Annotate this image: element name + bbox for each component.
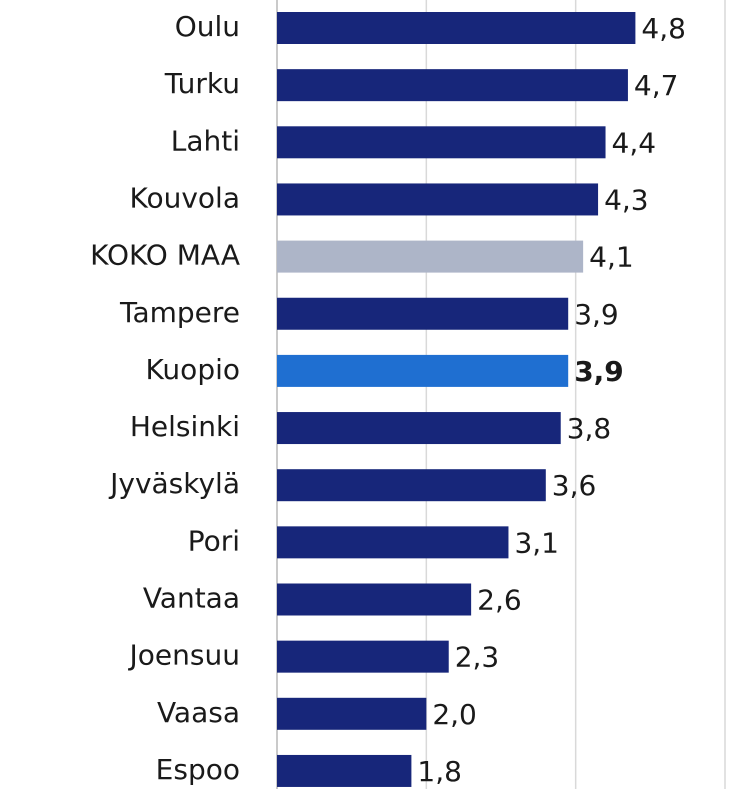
value-label: 4,4: [612, 126, 657, 159]
value-label: 3,1: [514, 526, 559, 559]
bar: [277, 697, 427, 730]
value-label: 2,0: [432, 698, 477, 731]
value-label: 1,8: [417, 755, 462, 788]
category-label: KOKO MAA: [90, 239, 240, 272]
bar: [277, 69, 628, 102]
bar: [277, 754, 412, 787]
bar: [277, 183, 599, 216]
category-label: Helsinki: [130, 410, 240, 443]
bar: [277, 240, 584, 273]
category-label: Turku: [164, 67, 240, 100]
bar: [277, 12, 636, 44]
category-label: Joensuu: [128, 639, 240, 672]
bar: [277, 469, 546, 502]
category-label: Vantaa: [143, 582, 240, 615]
category-label: Jyväskylä: [108, 467, 240, 500]
value-label: 3,9: [574, 355, 624, 388]
value-label: 3,8: [567, 412, 612, 445]
value-label: 2,6: [477, 584, 522, 617]
value-label: 3,6: [552, 469, 597, 502]
bar: [277, 412, 561, 445]
category-label: Tampere: [119, 296, 240, 329]
bar: [277, 126, 606, 159]
category-label: Kuopio: [145, 353, 240, 386]
category-label: Vaasa: [157, 696, 240, 729]
category-label: Pori: [188, 524, 240, 557]
category-label: Espoo: [156, 753, 240, 786]
value-label: 2,3: [455, 641, 500, 674]
bar: [277, 640, 449, 673]
value-label: 3,9: [574, 298, 619, 331]
category-label: Lahti: [171, 124, 240, 157]
category-label: Oulu: [175, 10, 240, 43]
bar: [277, 297, 569, 330]
value-label: 4,7: [634, 69, 679, 102]
bar: [277, 526, 509, 559]
value-label: 4,3: [604, 183, 649, 216]
value-label: 4,1: [589, 241, 634, 274]
bar: [277, 354, 569, 387]
category-label: Kouvola: [130, 181, 240, 214]
value-label: 4,8: [641, 12, 686, 45]
bar: [277, 583, 472, 616]
